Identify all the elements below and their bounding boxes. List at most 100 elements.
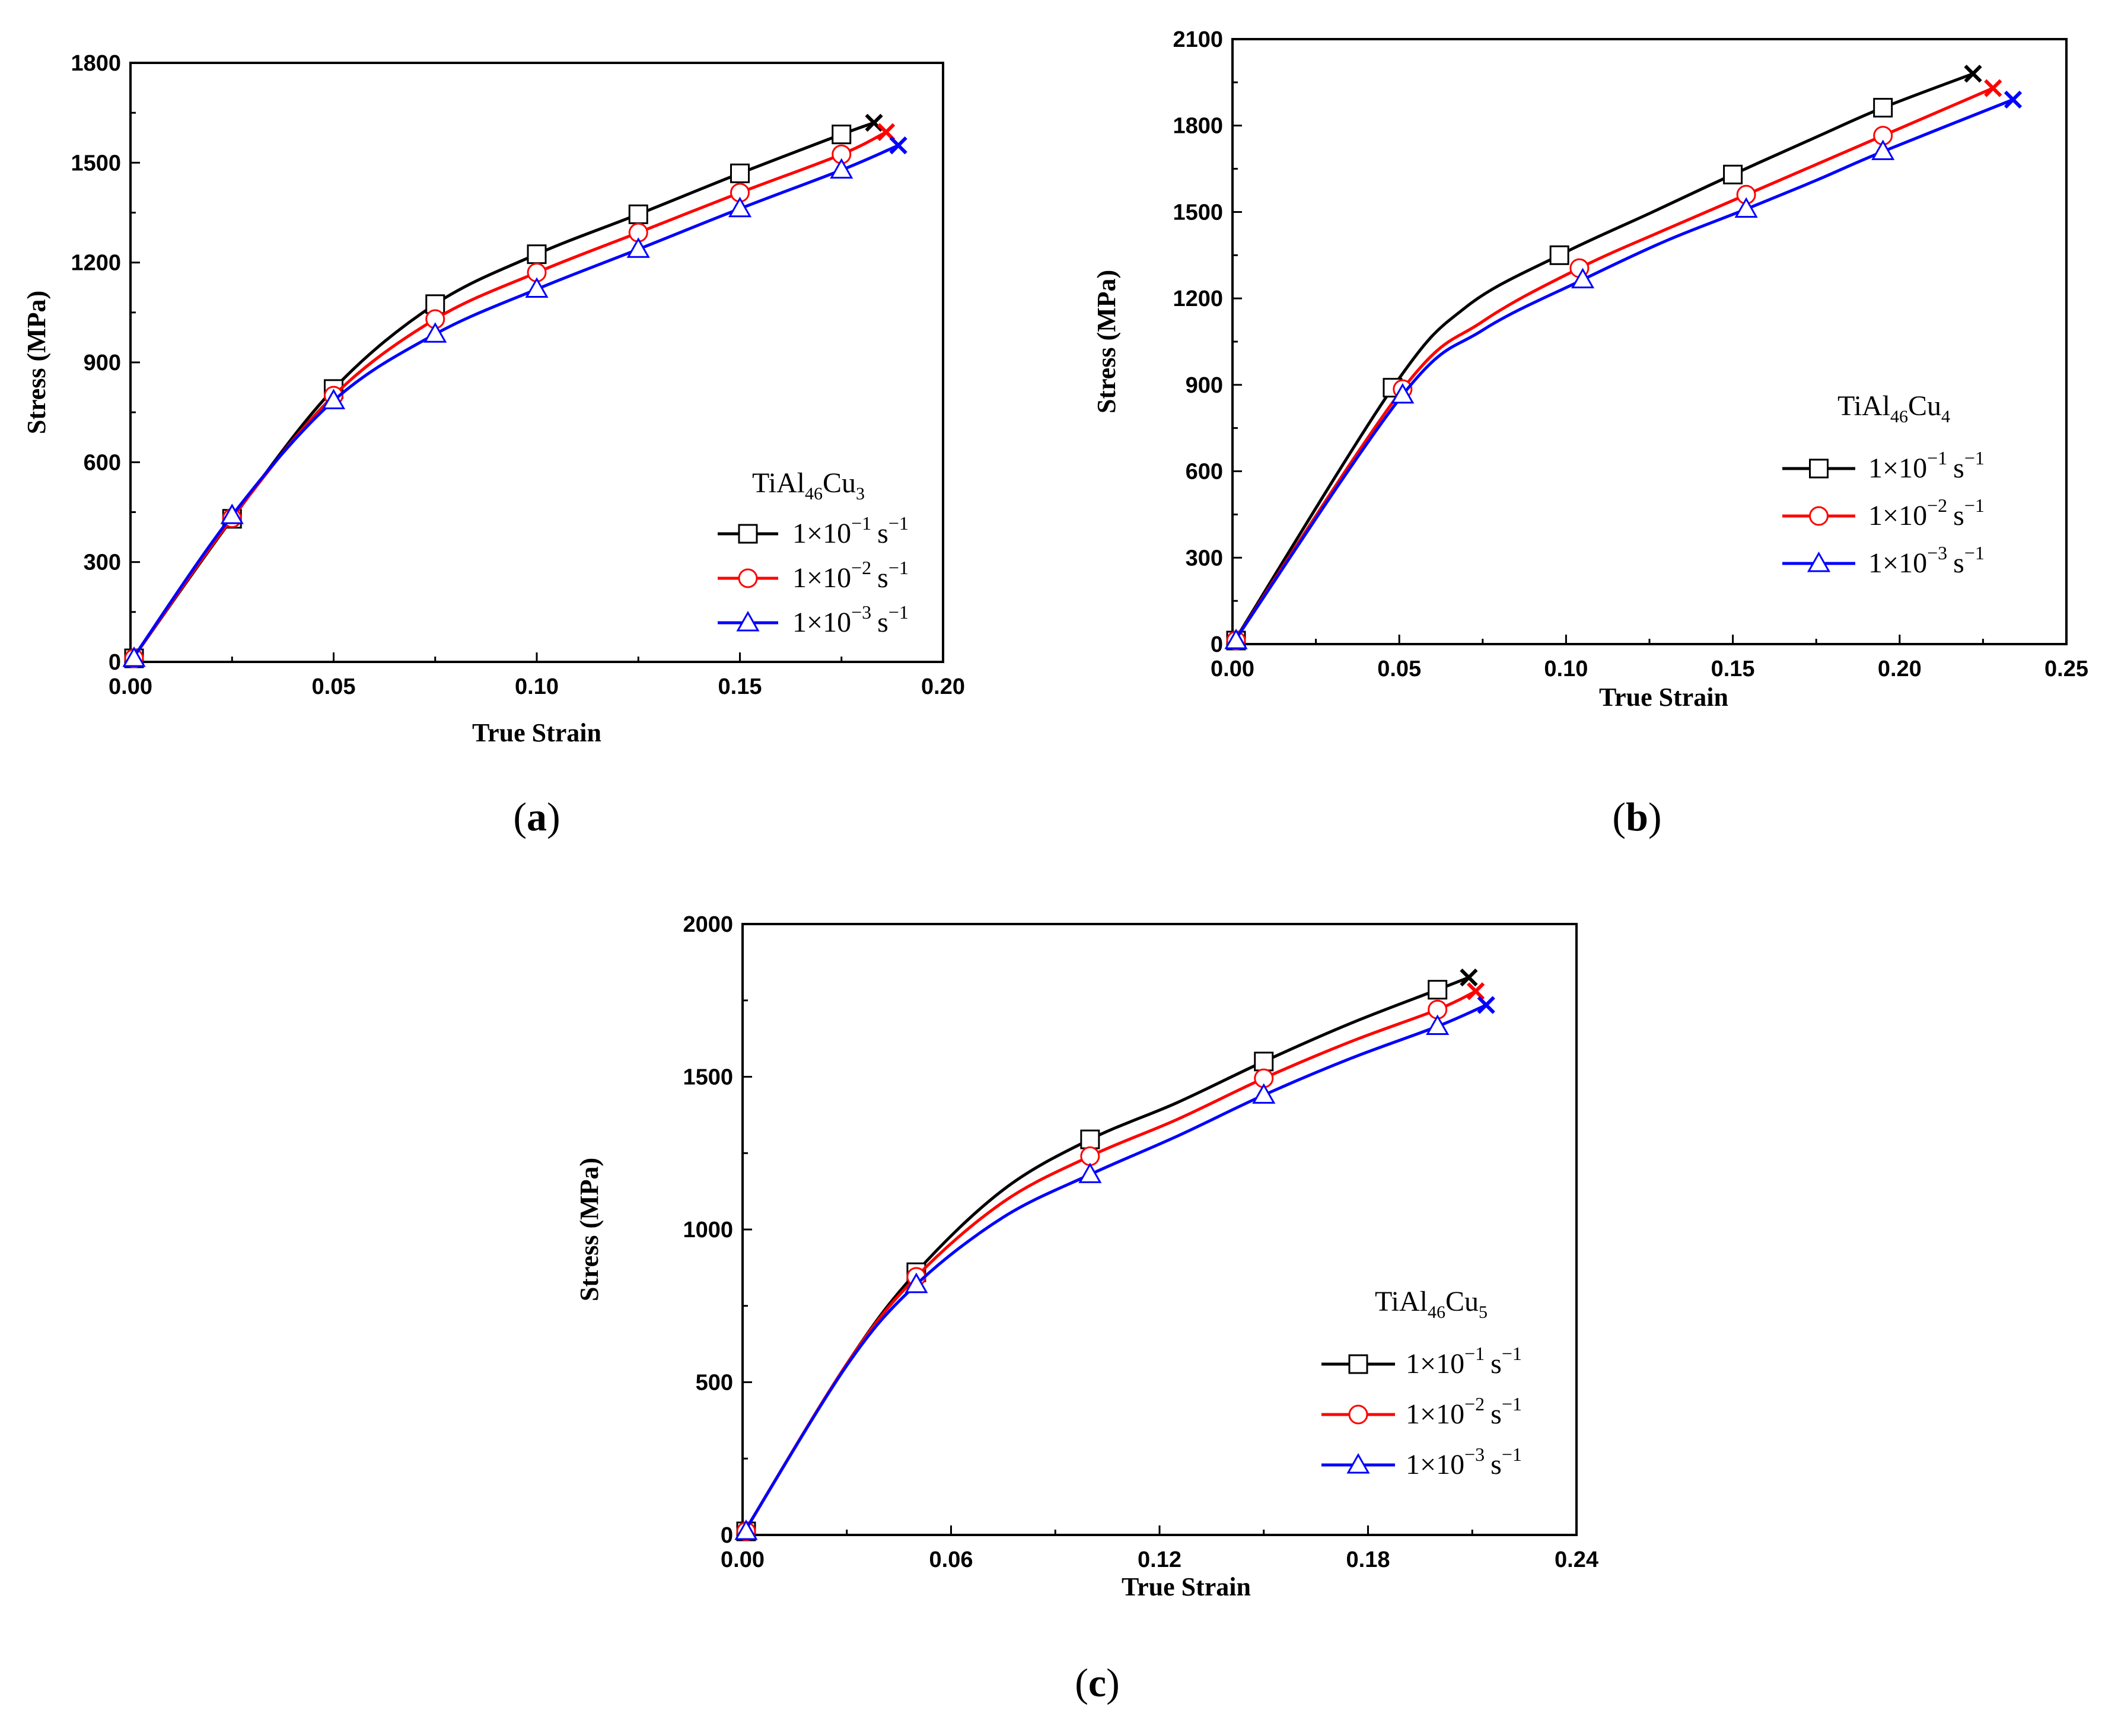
x-tick-label: 0.05 [1377,657,1421,681]
data-point-marker [1252,1083,1276,1104]
x-tick-label: 0.00 [109,674,152,699]
y-tick-label: 600 [84,450,121,475]
x-axis-label-a: True Strain [472,718,601,747]
y-ticks-a: 0 300 600 900 1200 1500 1800 [71,51,140,675]
legend-title-b: TiAl46Cu4 [1837,390,1950,426]
legend-label-b-2: 1×10−2 s−1 [1868,495,1985,531]
origin-marker [122,646,146,667]
fracture-mark [865,113,883,132]
legend-swatch-marker [738,524,758,544]
data-point-marker [905,1272,928,1294]
fracture-mark [889,136,907,155]
y-tick-label: 600 [1186,460,1223,485]
data-point-marker [1723,164,1743,184]
y-tick-label: 1800 [71,51,121,76]
y-tick-label: 1500 [71,151,121,176]
x-ticks-b: 0.00 0.05 0.10 0.15 0.20 0.25 [1211,635,2088,681]
y-tick-label: 1000 [683,1218,733,1243]
y-ticks-c: 0 500 1000 1500 2000 [683,912,752,1548]
x-tick-label: 0.15 [1711,657,1755,681]
x-tick-label: 0.25 [2044,657,2088,681]
data-point-marker [1080,1146,1100,1166]
legend-a: TiAl46Cu3 1×10−1 s−1 1×10−2 s−1 1×10−3 s−1 [718,467,909,638]
data-point-marker [1549,245,1569,265]
fracture-mark [1466,982,1485,1001]
y-tick-label: 0 [109,650,121,675]
fracture-mark [1477,996,1495,1014]
data-point-marker [728,196,752,218]
legend-rows-a [718,524,778,632]
legend-rows-b [1782,458,1855,572]
curves-b [1224,65,2023,651]
y-tick-label: 2100 [1173,27,1223,52]
y-tick-label: 900 [1186,373,1223,398]
origin-marker [734,1519,758,1540]
data-point-marker [628,204,648,224]
x-tick-label: 0.10 [515,674,559,699]
legend-swatch-marker [1348,1354,1368,1374]
series-line-1 [129,121,875,663]
legend-swatch-marker [1346,1452,1370,1474]
data-point-marker [730,163,750,183]
data-point-marker [525,277,549,298]
legend-c: TiAl46Cu5 1×10−1 s−1 1×10−2 s−1 1×10−3 s−1 [1321,1286,1522,1480]
x-tick-label: 0.06 [929,1547,973,1572]
x-tick-label: 0.18 [1346,1547,1390,1572]
curves-a [122,113,907,668]
legend-swatch-marker [1809,458,1829,479]
y-axis-label-b: Stress (MPa) [1092,270,1121,413]
y-tick-label: 0 [1211,632,1223,657]
data-point-marker [1734,197,1758,218]
legend-swatch-marker [736,610,760,632]
y-tick-label: 1500 [683,1065,733,1090]
curves-c [734,969,1495,1541]
x-tick-label: 0.24 [1555,1547,1598,1572]
panel-caption-b: (b) [1612,794,1661,839]
series-line-2 [1231,87,1994,645]
data-point-marker [1080,1129,1100,1149]
series-line-1 [1231,72,1974,645]
fracture-mark [1460,969,1478,987]
data-point-marker [321,388,346,410]
panel-c: 0.00 0.06 0.12 0.18 0.24 0 500 1000 1500 2000 Tr… [575,912,1598,1705]
legend-rows-c [1321,1354,1395,1474]
data-point-marker [832,125,852,145]
y-tick-label: 1200 [71,251,121,276]
legend-label-c-3: 1×10−3 s−1 [1406,1444,1522,1480]
legend-label-a-2: 1×10−2 s−1 [792,557,909,594]
legend-label-b-1: 1×10−1 s−1 [1868,447,1985,484]
legend-swatch-marker [1807,551,1831,572]
series-line-2 [741,990,1477,1536]
legend-swatch-marker [1348,1404,1368,1425]
series-line-2 [129,130,887,663]
y-axis-label-a: Stress (MPa) [22,291,51,434]
data-point-marker [1871,139,1895,160]
panel-a: 0.00 0.05 0.10 0.15 0.20 0 300 600 900 1200 1500 1… [22,51,965,839]
x-tick-label: 0.00 [721,1547,765,1572]
legend-title-c: TiAl46Cu5 [1375,1286,1488,1322]
x-tick-label: 0.00 [1211,657,1254,681]
legend-swatch-marker [738,568,758,588]
x-ticks-c: 0.00 0.06 0.12 0.18 0.24 [721,1525,1598,1572]
data-point-marker [1391,383,1415,404]
x-tick-label: 0.10 [1544,657,1588,681]
series-line-3 [741,1004,1487,1536]
legend-label-c-1: 1×10−1 s−1 [1406,1343,1522,1380]
legend-swatch-marker [1809,506,1829,526]
fracture-mark [1984,79,2002,97]
plot-frame-c [741,923,1578,1536]
legend-title-a: TiAl46Cu3 [752,467,865,504]
data-point-marker [1873,98,1893,118]
y-tick-label: 300 [84,550,121,575]
x-tick-label: 0.15 [718,674,762,699]
panel-caption-c: (c) [1075,1660,1120,1705]
x-ticks-a: 0.00 0.05 0.10 0.15 0.20 [109,652,965,699]
y-tick-label: 500 [696,1371,733,1396]
x-tick-label: 0.20 [921,674,965,699]
y-tick-label: 2000 [683,912,733,937]
y-tick-label: 0 [721,1523,733,1548]
x-axis-label-b: True Strain [1599,683,1728,712]
legend-label-b-3: 1×10−3 s−1 [1868,542,1985,579]
series-line-3 [129,144,899,663]
